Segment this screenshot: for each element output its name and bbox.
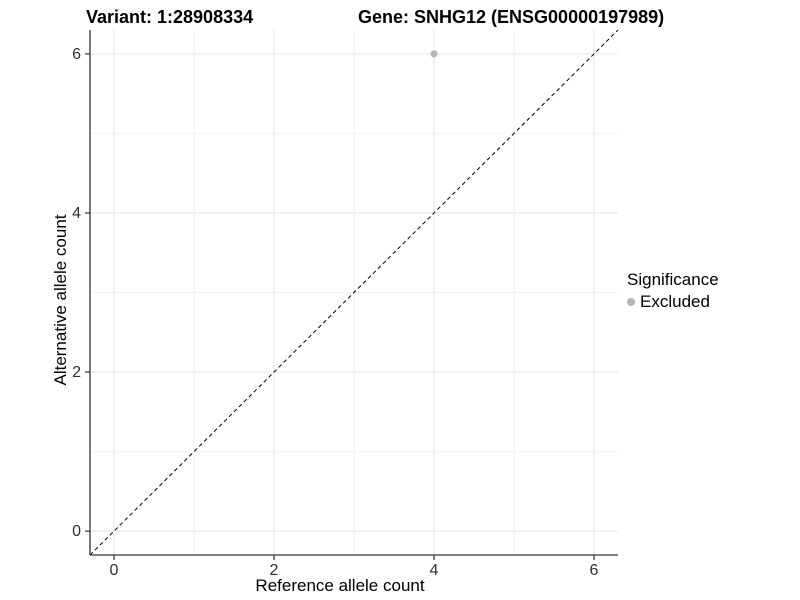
gene-title: Gene: SNHG12 (ENSG00000197989) [358,7,665,27]
legend-item-label: Excluded [640,292,710,311]
data-point [430,50,438,58]
x-axis-title: Reference allele count [255,576,425,595]
legend: Significance Excluded [627,270,719,312]
legend-point-icon [627,298,635,306]
y-tick-label: 2 [72,364,81,381]
identity-line [89,29,619,556]
x-tick-label: 4 [430,562,439,579]
variant-title: Variant: 1:28908334 [86,7,254,27]
legend-item-excluded: Excluded [627,292,719,312]
x-tick-label: 2 [270,562,279,579]
y-tick-label: 0 [72,523,81,540]
y-tick-label: 6 [72,46,81,63]
x-tick-label: 6 [590,562,599,579]
legend-title: Significance [627,270,719,289]
y-tick-label: 4 [72,205,81,222]
x-tick-label: 0 [110,562,119,579]
